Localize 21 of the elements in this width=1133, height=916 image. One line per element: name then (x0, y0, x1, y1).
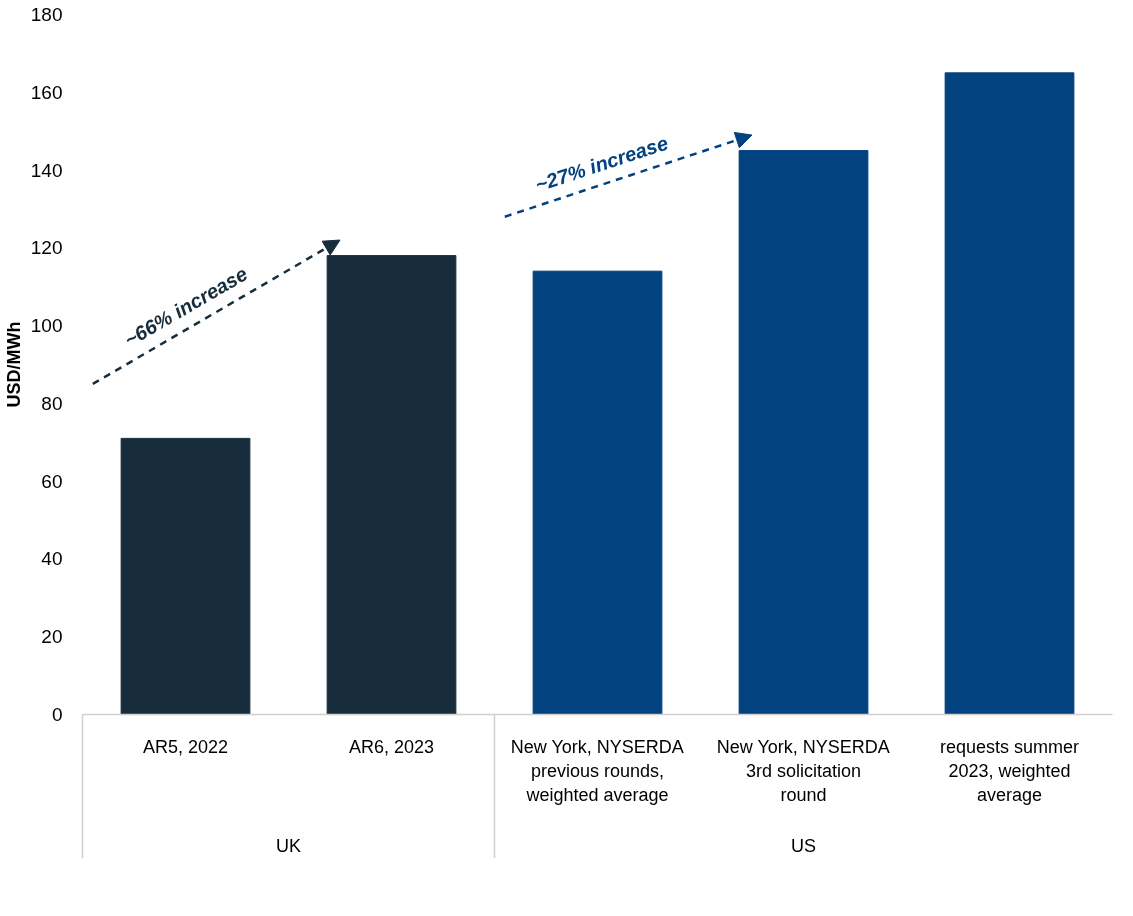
text: UK (276, 835, 302, 856)
y-axis-title: USD/MWh (3, 321, 24, 408)
x-tick-label: AR6, 2023 (348, 736, 435, 757)
y-tick-label: 120 (30, 237, 63, 259)
text: US (791, 835, 817, 856)
y-tick-label: 20 (41, 626, 63, 648)
x-tick-label: New York, NYSERDA 3rd solicitation round (716, 736, 890, 805)
y-tick-label: 140 (30, 159, 63, 181)
y-tick-label: 40 (41, 548, 63, 570)
bar (120, 437, 251, 715)
y-tick-label: 180 (30, 4, 63, 25)
y-tick-label: 80 (41, 392, 63, 414)
y-tick-label: 160 (30, 81, 63, 103)
x-tick-label: requests summer 2023, weighted average (939, 736, 1080, 805)
x-tick-label: AR5, 2022 (142, 736, 229, 757)
x-tick-label: New York, NYSERDA previous rounds, weighted average (510, 736, 684, 805)
y-tick-label: 0 (51, 704, 63, 725)
bar (532, 270, 663, 715)
bar (944, 72, 1075, 715)
y-tick-label: 60 (41, 470, 63, 492)
y-tick-label: 100 (30, 315, 63, 337)
